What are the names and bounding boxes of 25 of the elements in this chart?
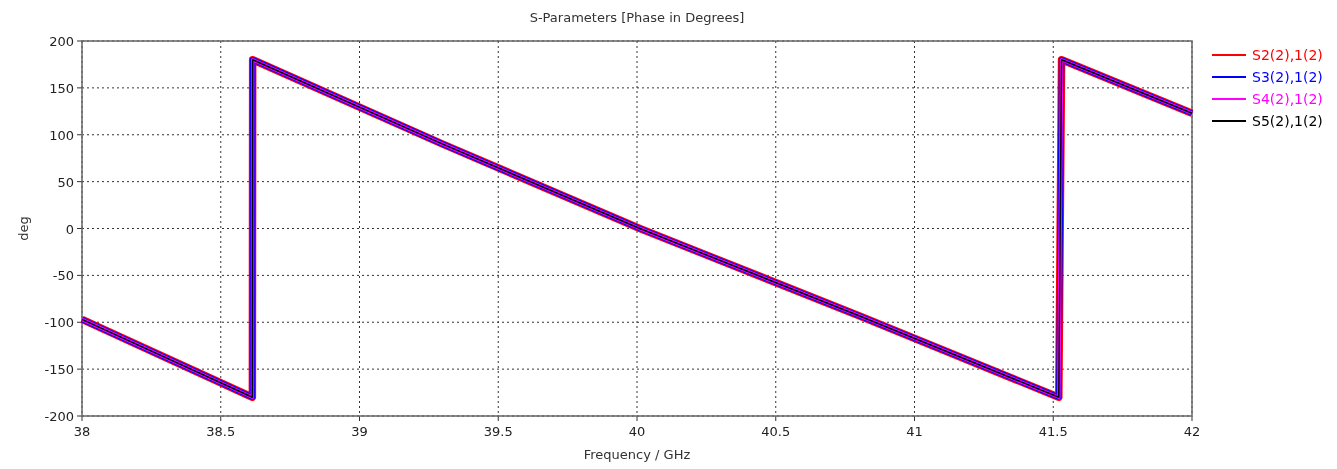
x-tick-label: 39: [351, 424, 368, 439]
y-tick-label: -100: [44, 315, 74, 331]
y-tick-label: 50: [57, 174, 74, 190]
x-tick-label: 40.5: [761, 424, 791, 439]
y-tick-label: 150: [49, 80, 74, 96]
legend-label: S4(2),1(2): [1252, 91, 1323, 107]
x-axis-title: Frequency / GHz: [583, 447, 691, 462]
legend-label: S3(2),1(2): [1252, 69, 1323, 85]
y-tick-label: -150: [44, 362, 74, 378]
x-tick-label: 39.5: [483, 424, 513, 439]
x-tick-label: 42: [1183, 424, 1201, 439]
y-tick-label: 200: [49, 34, 74, 49]
y-tick-label: 100: [49, 127, 74, 143]
x-tick-label: 38: [73, 424, 91, 439]
x-tick-label: 38.5: [206, 424, 236, 439]
y-axis-title: deg: [16, 216, 31, 241]
y-tick-label: -200: [44, 409, 74, 424]
y-tick-label: -50: [52, 268, 74, 284]
legend-label: S5(2),1(2): [1252, 113, 1323, 129]
y-tick-label: 0: [65, 221, 74, 237]
x-tick-label: 40: [628, 424, 646, 439]
x-tick-label: 41.5: [1038, 424, 1068, 439]
legend-label: S2(2),1(2): [1252, 47, 1323, 63]
chart-title: S-Parameters [Phase in Degrees]: [529, 10, 745, 25]
x-tick-label: 41: [906, 424, 923, 439]
